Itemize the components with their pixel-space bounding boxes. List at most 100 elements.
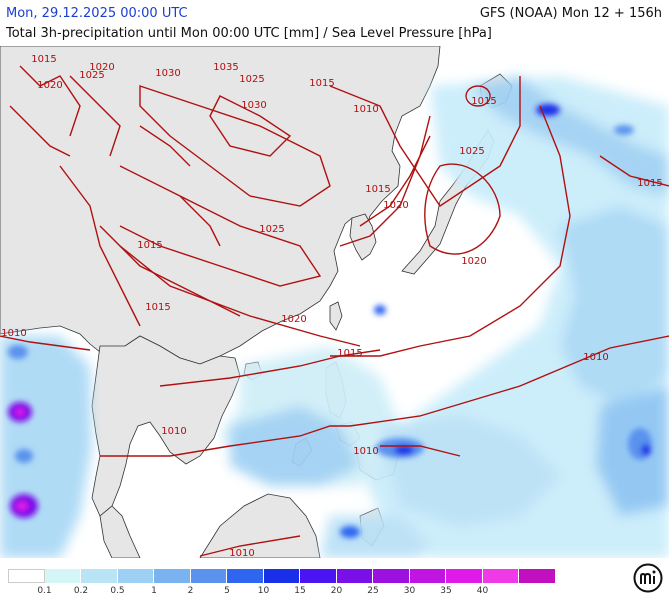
land-malay bbox=[99, 505, 141, 558]
precip-cell-bengal-3-core bbox=[16, 501, 28, 511]
isobar-label: 1015 bbox=[637, 178, 662, 189]
valid-time: Mon, 29.12.2025 00:00 UTC bbox=[6, 6, 188, 21]
isobar-label: 1025 bbox=[79, 70, 104, 81]
isobar-1020-tibet-2 bbox=[9, 105, 71, 157]
isobar-1025-tibet bbox=[69, 75, 121, 157]
precip-cell-south-china-sea bbox=[374, 305, 386, 315]
isobar-label: 1010 bbox=[161, 426, 186, 437]
isobar-1020-tibet-1 bbox=[19, 65, 81, 137]
legend-swatch bbox=[154, 569, 191, 583]
isobar-1025-japan bbox=[424, 163, 501, 255]
precip-cell-east-2 bbox=[641, 444, 651, 456]
land-korea bbox=[349, 213, 377, 261]
legend-swatch bbox=[482, 569, 519, 583]
land-taiwan bbox=[329, 301, 343, 331]
isobar-label: 1010 bbox=[583, 352, 608, 363]
isobar-1020-tibet-3 bbox=[179, 195, 221, 247]
isobar-label: 1015 bbox=[31, 54, 56, 65]
precip-cell-north-2 bbox=[614, 125, 634, 135]
legend-swatch bbox=[300, 569, 337, 583]
isobar-label: 1010 bbox=[353, 104, 378, 115]
isobar-1010-south bbox=[100, 335, 669, 457]
legend-tick-label: 40 bbox=[476, 586, 489, 596]
isobar-1035-mongolia bbox=[209, 95, 292, 157]
legend-tick-label: 35 bbox=[440, 586, 452, 596]
precip-cell-bengal-4 bbox=[15, 449, 33, 463]
isobar-1010-mindanao bbox=[380, 445, 461, 457]
legend-tick-label: 20 bbox=[330, 586, 343, 596]
isobar-label: 1020 bbox=[461, 256, 486, 267]
legend-tick-label: 0.1 bbox=[37, 586, 52, 596]
legend-tick-label: 25 bbox=[367, 586, 379, 596]
legend-swatch bbox=[117, 569, 154, 583]
model-run: GFS (NOAA) Mon 12 + 156h bbox=[479, 6, 662, 21]
legend-swatch bbox=[190, 569, 227, 583]
map-header: Mon, 29.12.2025 00:00 UTC GFS (NOAA) Mon… bbox=[0, 0, 669, 46]
legend-swatch bbox=[336, 569, 373, 583]
isobar-label: 1020 bbox=[89, 62, 114, 73]
legend-color-scale bbox=[8, 569, 556, 583]
isobar-label: 1015 bbox=[309, 78, 334, 89]
precip-cell-bengal-1 bbox=[8, 345, 28, 359]
isobar-1015-low bbox=[465, 85, 491, 107]
map-description: Total 3h-precipitation until Mon 00:00 U… bbox=[6, 26, 492, 41]
legend-tick-label: 30 bbox=[403, 586, 416, 596]
isobar-label: 1015 bbox=[365, 184, 390, 195]
precipitation-heavy bbox=[8, 104, 652, 538]
isobar-1015-sea bbox=[159, 349, 381, 387]
precipitation-layer bbox=[0, 76, 669, 558]
isobar-label: 1020 bbox=[383, 200, 408, 211]
isobar-1010-bottom bbox=[199, 535, 301, 557]
isobar-layer bbox=[0, 65, 669, 557]
isobar-label: 1015 bbox=[471, 96, 496, 107]
isobar-1010-north bbox=[329, 76, 521, 207]
isobar-label: 1020 bbox=[281, 314, 306, 325]
legend-tick-label: 0.2 bbox=[73, 586, 89, 596]
precip-cell-mindanao-core bbox=[394, 445, 414, 455]
isobar-1015-westchina bbox=[59, 165, 141, 327]
legend-swatch bbox=[373, 569, 410, 583]
precip-cell-north-1 bbox=[536, 104, 560, 116]
legend-swatch bbox=[446, 569, 483, 583]
precip-southern-band bbox=[380, 416, 560, 526]
isobar-label: 1020 bbox=[37, 80, 62, 91]
precip-west-of-luzon bbox=[230, 406, 360, 486]
isobar-1010-west bbox=[0, 335, 91, 351]
precip-east-band bbox=[560, 206, 669, 406]
isobar-label: 1030 bbox=[155, 68, 180, 79]
legend-tick-label: 1 bbox=[151, 586, 157, 596]
isobar-1030-mongolia bbox=[139, 85, 331, 207]
legend-swatch bbox=[409, 569, 446, 583]
isobar-label: 1025 bbox=[259, 224, 284, 235]
legend-swatch bbox=[44, 569, 81, 583]
legend-tick-label: 2 bbox=[187, 586, 194, 596]
weather-map: 1015 1020 1025 1030 1035 1020 1025 1030 … bbox=[0, 46, 669, 558]
isobar-label: 1010 bbox=[1, 328, 26, 339]
isobar-1020-north bbox=[339, 115, 431, 247]
meteologix-logo-icon bbox=[633, 563, 663, 593]
precipitation-legend: 0.1 0.2 0.5 1 2 5 10 15 20 25 30 35 40 bbox=[0, 558, 669, 600]
isobar-label: 1010 bbox=[229, 548, 254, 558]
legend-tick-label: 15 bbox=[294, 586, 306, 596]
isobar-label: 1030 bbox=[241, 100, 266, 111]
legend-tick-label: 0.5 bbox=[110, 586, 125, 596]
legend-tick-label: 5 bbox=[224, 586, 230, 596]
isobar-label: 1025 bbox=[459, 146, 484, 157]
precip-cell-luzon bbox=[340, 526, 360, 538]
isobar-label: 1015 bbox=[337, 348, 362, 359]
legend-swatch bbox=[81, 569, 118, 583]
legend-tick-labels: 0.1 0.2 0.5 1 2 5 10 15 20 25 30 35 40 bbox=[8, 586, 520, 598]
isobar-label: 1015 bbox=[145, 302, 170, 313]
isobar-label: 1015 bbox=[137, 240, 162, 251]
isobar-label: 1025 bbox=[239, 74, 264, 85]
land-mainland-china bbox=[0, 46, 441, 365]
isobar-label: 1010 bbox=[353, 446, 378, 457]
precip-cell-bengal-2-core bbox=[15, 408, 25, 416]
legend-swatch bbox=[263, 569, 300, 583]
land-borneo bbox=[199, 493, 321, 558]
isobar-labels: 1015 1020 1025 1030 1035 1020 1025 1030 … bbox=[1, 54, 662, 558]
isobar-1020-japan bbox=[330, 105, 571, 357]
isobar-label: 1035 bbox=[213, 62, 238, 73]
legend-tick-label: 10 bbox=[257, 586, 270, 596]
isobar-1030-tibet bbox=[139, 125, 191, 167]
